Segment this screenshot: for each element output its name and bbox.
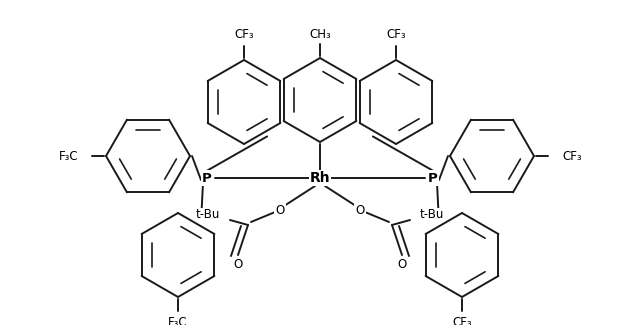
Text: CF₃: CF₃ [562,150,582,162]
Text: F₃C: F₃C [58,150,78,162]
Text: CF₃: CF₃ [234,29,254,42]
Text: O: O [234,258,243,271]
Text: t-Bu: t-Bu [196,209,220,222]
Text: P: P [428,172,438,185]
Text: CF₃: CF₃ [452,317,472,325]
Text: t-Bu: t-Bu [420,209,444,222]
Text: O: O [397,258,406,271]
Text: CH₃: CH₃ [309,28,331,41]
Text: CF₃: CF₃ [386,29,406,42]
Text: O: O [275,203,285,216]
Text: F₃C: F₃C [168,317,188,325]
Text: P: P [202,172,212,185]
Text: Rh: Rh [310,171,330,185]
Text: O: O [355,203,365,216]
